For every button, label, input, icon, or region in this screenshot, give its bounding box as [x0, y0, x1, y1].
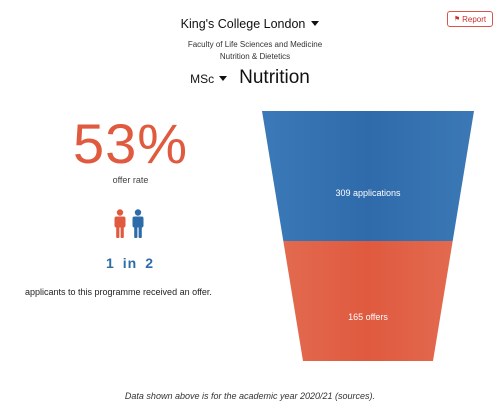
caret-down-icon — [219, 76, 228, 82]
offer-summary: applicants to this programme received an… — [25, 287, 212, 297]
offer-rate-label: offer rate — [112, 175, 149, 185]
funnel-applications-segment — [262, 111, 474, 241]
subject-title: Nutrition — [239, 67, 310, 88]
offer-ratio: 1 in 2 — [78, 255, 182, 271]
flag-icon: ⚑ — [453, 16, 461, 23]
ratio-denominator: 2 — [145, 255, 155, 271]
course-heading: MSc Nutrition — [0, 67, 500, 89]
report-button[interactable]: ⚑ Report — [447, 11, 493, 27]
report-label: Report — [462, 14, 487, 24]
degree-label: MSc — [190, 72, 215, 86]
degree-selector[interactable]: MSc — [190, 72, 228, 86]
institution-selector[interactable]: King's College London — [0, 17, 500, 31]
offer-rate-value: 53% — [72, 112, 189, 175]
person-orange-icon — [114, 209, 126, 238]
department-name: Nutrition & Dietetics — [219, 52, 291, 61]
funnel-chart: 309 applications 165 offers — [262, 111, 474, 361]
footer-note: Data shown above is for the academic yea… — [124, 391, 376, 401]
caret-down-icon — [311, 21, 320, 27]
institution-name: King's College London — [180, 17, 306, 31]
funnel-offers-label: 165 offers — [348, 312, 388, 322]
faculty-info: Faculty of Life Sciences and Medicine Nu… — [0, 39, 500, 63]
funnel-offers-segment — [283, 241, 453, 361]
person-blue-icon — [132, 209, 144, 238]
faculty-name: Faculty of Life Sciences and Medicine — [187, 40, 323, 49]
people-icon — [114, 209, 144, 238]
funnel-applications-label: 309 applications — [335, 188, 401, 198]
ratio-word: in — [122, 255, 138, 271]
ratio-numerator: 1 — [105, 255, 115, 271]
